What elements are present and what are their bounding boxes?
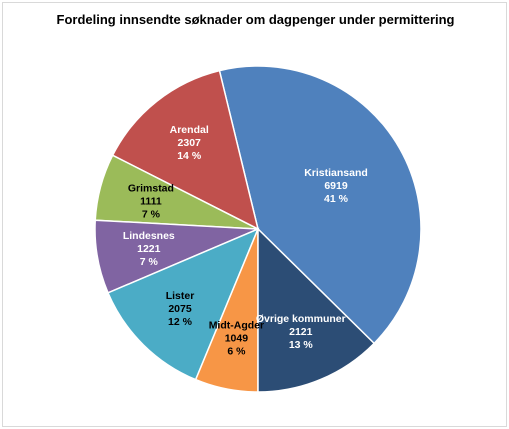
pie-slice-ovrige-kommuner	[257, 227, 376, 393]
data-label-arendal-percent: 14 %	[177, 150, 202, 162]
data-label-lister-name: Lister	[166, 290, 195, 302]
pie-slice-lister	[107, 227, 260, 381]
data-label-ovrige-kommuner-value: 2121	[289, 326, 313, 338]
data-label-kristiansand-name: Kristiansand	[304, 167, 368, 179]
data-label-grimstad-value: 1111	[140, 195, 162, 207]
data-label-arendal-name: Arendal	[170, 124, 209, 136]
data-label-arendal-value: 2307	[178, 137, 202, 149]
pie-slice-arendal	[111, 69, 260, 231]
data-label-lister-percent: 12 %	[168, 316, 193, 328]
data-label-lister-value: 2075	[168, 303, 192, 315]
pie-slice-kristiansand	[218, 65, 422, 345]
data-label-midt-agder-name: Midt-Agder	[209, 320, 264, 332]
data-label-ovrige-kommuner-percent: 13 %	[289, 339, 314, 351]
data-label-kristiansand-value: 6919	[324, 180, 348, 192]
data-label-ovrige-kommuner-name: Øvrige kommuner	[256, 313, 346, 325]
data-label-midt-agder-value: 1049	[225, 333, 249, 345]
chart-title: Fordeling innsendte søknader om dagpenge…	[56, 12, 455, 27]
data-label-kristiansand-percent: 41 %	[324, 193, 349, 205]
data-label-grimstad-name: Grimstad	[128, 182, 174, 194]
data-label-lindesnes-value: 1221	[137, 243, 161, 255]
data-label-lindesnes-percent: 7 %	[140, 256, 159, 268]
data-label-lindesnes-name: Lindesnes	[123, 230, 175, 242]
data-label-midt-agder-percent: 6 %	[227, 346, 246, 358]
data-label-grimstad-percent: 7 %	[142, 208, 161, 220]
